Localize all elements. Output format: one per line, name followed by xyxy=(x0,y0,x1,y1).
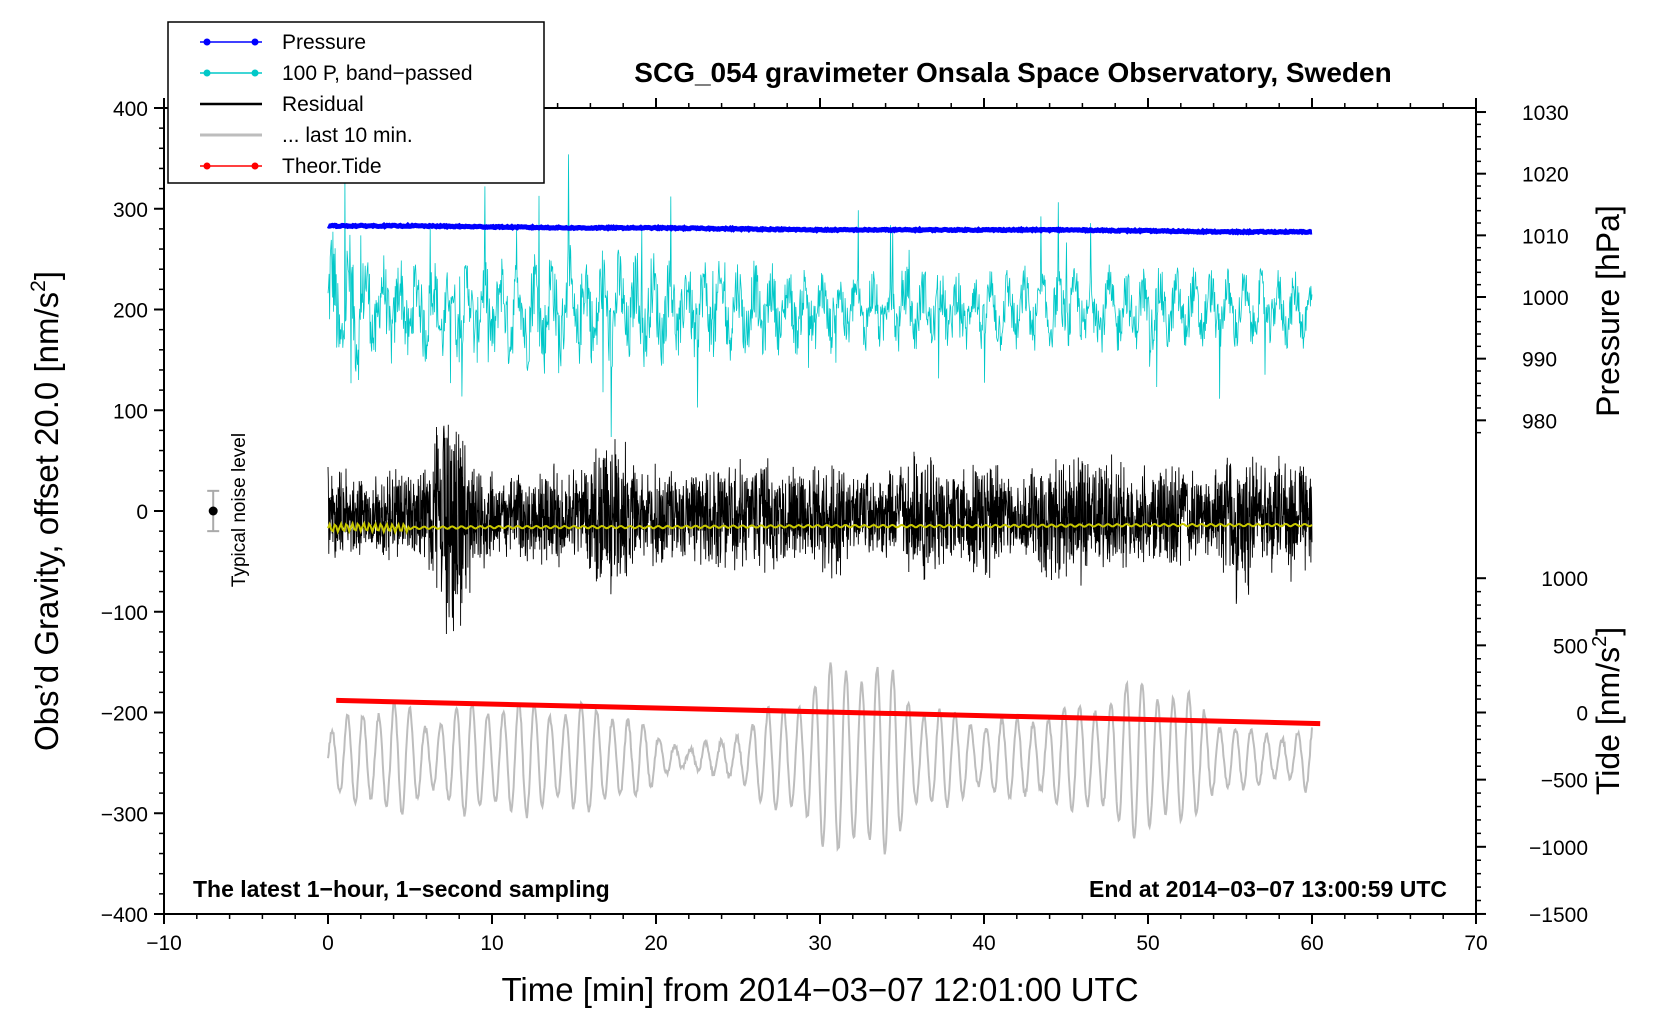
series-residual-smoothed-line xyxy=(327,520,1313,536)
legend-label: Theor.Tide xyxy=(282,155,382,178)
x-tick-label: 40 xyxy=(972,932,995,955)
x-tick-label: 30 xyxy=(808,932,831,955)
y-tick-label: −300 xyxy=(101,803,148,826)
series-bandpassed-pressure-line xyxy=(327,154,1313,438)
x-axis-title: Time [min] from 2014−03−07 12:01:00 UTC xyxy=(501,971,1138,1008)
noise-bar-point xyxy=(208,506,218,516)
legend: Pressure 100 P, band−passed Residual ... la… xyxy=(167,21,545,184)
legend-label: Residual xyxy=(282,93,364,116)
pressure-tick-label: 1020 xyxy=(1522,164,1569,187)
x-tick-label: 20 xyxy=(644,932,667,955)
y-axis-title-close: ] xyxy=(28,271,65,280)
pressure-tick-label: 980 xyxy=(1522,410,1557,433)
series-pressure-line xyxy=(326,221,1313,236)
noise-level-bar xyxy=(207,489,220,533)
tide-axis-title: Tide [nm/s2] xyxy=(1589,627,1626,795)
pressure-axis-title: Pressure [hPa] xyxy=(1590,205,1626,417)
x-tick-label: −10 xyxy=(146,932,182,955)
x-tick-label: 10 xyxy=(480,932,503,955)
series-theoretical-tide-line xyxy=(336,697,1321,727)
legend-marker-right xyxy=(251,69,259,77)
y-tick-label: −200 xyxy=(101,703,148,726)
legend-label: 100 P, band−passed xyxy=(282,62,473,85)
tide-axis-title-close: ] xyxy=(1590,627,1626,636)
pressure-tick-label: 1030 xyxy=(1522,102,1569,125)
x-tick-label: 60 xyxy=(1300,932,1323,955)
series-residual-line xyxy=(327,424,1313,635)
tide-tick-label: 0 xyxy=(1576,703,1588,726)
legend-box xyxy=(167,21,545,184)
pressure-axis-ticks: 980 990 1000 1010 1020 1030 xyxy=(1476,102,1569,434)
annotation-sampling: The latest 1−hour, 1−second sampling xyxy=(193,876,610,902)
pressure-tick-label: 990 xyxy=(1522,349,1557,372)
tide-tick-label: 500 xyxy=(1553,635,1588,658)
tide-tick-label: −1500 xyxy=(1529,904,1588,927)
x-tick-label: 50 xyxy=(1136,932,1159,955)
tide-axis-title-sup: 2 xyxy=(1589,636,1611,647)
annotation-end-time: End at 2014−03−07 13:00:59 UTC xyxy=(1089,876,1447,902)
tide-tick-label: −1000 xyxy=(1529,837,1588,860)
legend-marker-left xyxy=(203,69,211,77)
legend-label: Pressure xyxy=(282,31,366,54)
y-tick-label: 100 xyxy=(113,400,148,423)
y-tick-label: 300 xyxy=(113,199,148,222)
x-axis-ticks: −10 0 10 20 30 40 50 60 70 xyxy=(146,98,1488,955)
y-tick-label: −100 xyxy=(101,602,148,625)
pressure-tick-label: 1010 xyxy=(1522,225,1569,248)
y-tick-label: −400 xyxy=(101,904,148,927)
y-tick-label: 400 xyxy=(113,98,148,121)
noise-level-label: Typical noise level xyxy=(229,433,250,587)
tide-axis-ticks: −1500 −1000 −500 0 500 1000 xyxy=(1476,568,1588,927)
legend-marker-right xyxy=(251,38,259,46)
y-tick-label: 0 xyxy=(136,501,148,524)
series-layer xyxy=(326,154,1321,855)
series-last-10-min-line xyxy=(327,662,1313,855)
y-axis-title: Obs’d Gravity, offset 20.0 [nm/s2] xyxy=(27,271,65,751)
y-axis-ticks: −400 −300 −200 −100 0 100 200 300 400 xyxy=(101,98,164,927)
x-tick-label: 0 xyxy=(322,932,334,955)
x-tick-label: 70 xyxy=(1464,932,1487,955)
legend-marker-left xyxy=(203,162,211,170)
pressure-tick-label: 1000 xyxy=(1522,287,1569,310)
tide-tick-label: −500 xyxy=(1541,770,1588,793)
legend-marker-left xyxy=(203,38,211,46)
y-axis-title-main: Obs’d Gravity, offset 20.0 [nm/s xyxy=(28,292,65,751)
tide-tick-label: 1000 xyxy=(1541,568,1588,591)
chart-title: SCG_054 gravimeter Onsala Space Observat… xyxy=(634,57,1391,88)
y-tick-label: 200 xyxy=(113,300,148,323)
y-axis-title-sup: 2 xyxy=(27,280,50,292)
legend-label: ... last 10 min. xyxy=(282,124,413,147)
legend-marker-right xyxy=(251,162,259,170)
tide-axis-title-main: Tide [nm/s xyxy=(1590,647,1626,795)
